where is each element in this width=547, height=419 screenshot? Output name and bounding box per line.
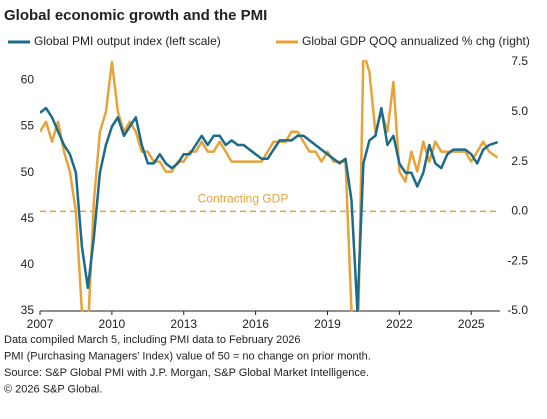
footnote: Source: S&P Global PMI with J.P. Morgan,… bbox=[4, 367, 369, 379]
x-tick-label: 2010 bbox=[99, 317, 126, 331]
y2-tick-label: -5.0 bbox=[507, 303, 528, 317]
y-tick-label: 60 bbox=[21, 73, 35, 87]
y-tick-label: 40 bbox=[21, 257, 35, 271]
series-line bbox=[40, 106, 498, 312]
x-tick-label: 2019 bbox=[314, 317, 341, 331]
x-tick-label: 2025 bbox=[458, 317, 485, 331]
legend-label: Global PMI output index (left scale) bbox=[34, 34, 221, 48]
footnote: © 2026 S&P Global. bbox=[4, 383, 102, 395]
legend-label: Global GDP QOQ annualized % chg (right) bbox=[302, 34, 530, 48]
y2-tick-label: -2.5 bbox=[507, 253, 528, 267]
plot bbox=[40, 60, 499, 312]
series-line bbox=[40, 60, 499, 312]
footnote: Data compiled March 5, including PMI dat… bbox=[4, 334, 301, 346]
x-tick-label: 2016 bbox=[242, 317, 269, 331]
y-tick-label: 45 bbox=[21, 211, 35, 225]
x-tick-label: 2007 bbox=[27, 317, 54, 331]
y2-tick-label: 0.0 bbox=[511, 204, 528, 218]
x-tick-label: 2013 bbox=[170, 317, 197, 331]
chart-title: Global economic growth and the PMI bbox=[4, 7, 267, 24]
y-tick-label: 35 bbox=[21, 303, 35, 317]
footnote: PMI (Purchasing Managers' Index) value o… bbox=[4, 350, 371, 362]
y2-tick-label: 5.0 bbox=[511, 104, 528, 118]
y2-tick-label: 7.5 bbox=[511, 54, 528, 68]
y-tick-label: 55 bbox=[21, 119, 35, 133]
reference-label: Contracting GDP bbox=[198, 192, 289, 206]
y2-tick-label: 2.5 bbox=[511, 154, 528, 168]
y-tick-label: 50 bbox=[21, 165, 35, 179]
x-tick-label: 2022 bbox=[386, 317, 413, 331]
